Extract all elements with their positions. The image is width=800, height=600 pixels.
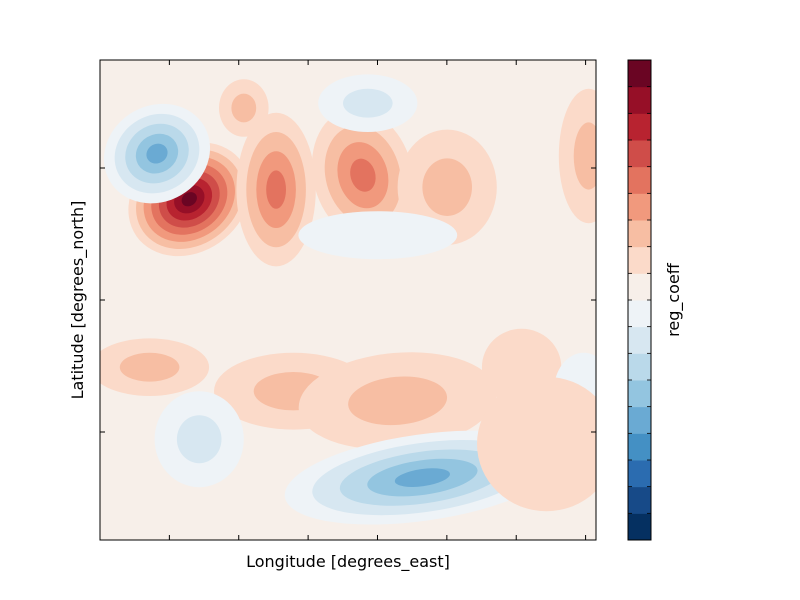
contour-level-8 — [298, 211, 458, 260]
contour-level-4 — [146, 143, 168, 164]
contour-feature-negative-core-northwest — [103, 103, 211, 204]
colorbar-cell — [628, 113, 651, 141]
colorbar-cell — [628, 353, 651, 381]
contour-level-7 — [343, 88, 393, 118]
colorbar-cell — [628, 220, 651, 248]
axis-ticks — [100, 60, 596, 540]
colorbar-cell — [628, 326, 651, 354]
contour-feature-negative-north-band — [318, 74, 418, 132]
colorbar-cell — [628, 380, 651, 408]
x-axis-label: Longitude [degrees_east] — [246, 552, 450, 572]
contour-level-10 — [477, 376, 596, 512]
contour-feature-positive-far-east — [558, 88, 596, 224]
contour-feature-positive-east-2 — [311, 109, 414, 242]
colorbar-cell — [628, 140, 651, 168]
colorbar-cell — [628, 193, 651, 221]
contour-fields — [100, 74, 596, 525]
colorbar-ticks — [628, 86, 651, 514]
contour-feature-positive-south-band-east — [298, 352, 497, 450]
colorbar-cell — [628, 486, 651, 514]
contour-feature-negative-south-band — [284, 430, 561, 525]
contour-level-13 — [350, 158, 376, 192]
contour-level-7 — [176, 415, 222, 464]
colorbar-cells — [628, 60, 651, 541]
contour-level-11 — [348, 376, 448, 426]
contour-level-13 — [266, 170, 286, 209]
colorbar-cell — [628, 246, 651, 274]
colorbar-cell — [628, 166, 651, 194]
colorbar-cell — [628, 513, 651, 541]
contour-feature-negative-southwest-small — [154, 391, 244, 488]
colorbar-cell — [628, 460, 651, 488]
contour-level-17 — [181, 192, 197, 207]
colorbar-cell — [628, 433, 651, 461]
contour-level-11 — [231, 93, 257, 123]
contour-feature-positive-south-band-west — [100, 338, 210, 396]
colorbar — [627, 59, 652, 541]
contour-feature-positive-east-1 — [236, 112, 316, 267]
colorbar-label: reg_coeff — [664, 262, 684, 337]
colorbar-cell — [628, 273, 651, 301]
contour-feature-positive-north-small — [219, 79, 269, 137]
contour-feature-positive-southeast-corner — [477, 376, 596, 512]
contour-level-11 — [573, 122, 596, 190]
colorbar-cell — [628, 60, 651, 88]
contour-level-4 — [394, 468, 450, 487]
colorbar-cell — [628, 406, 651, 434]
plot-area — [99, 59, 597, 541]
contour-feature-negative-weak-mid — [298, 211, 458, 260]
colorbar-cell — [628, 86, 651, 114]
contour-level-11 — [119, 352, 180, 382]
colorbar-cell — [628, 300, 651, 328]
contour-level-11 — [422, 158, 473, 216]
y-axis-label: Latitude [degrees_north] — [68, 201, 88, 400]
